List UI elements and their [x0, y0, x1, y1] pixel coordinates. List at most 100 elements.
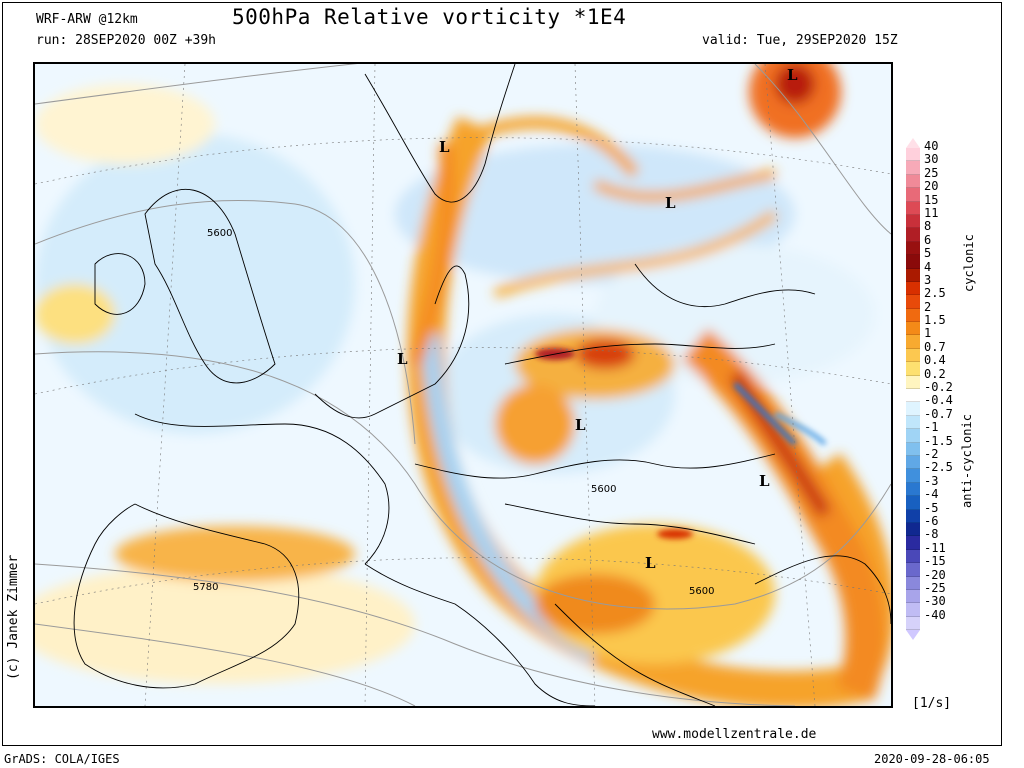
colorbar-tick-label: 8: [924, 219, 932, 234]
colorbar-tick-label: 30: [924, 152, 939, 167]
colorbar-cell: [906, 536, 920, 550]
colorbar-labels: 40 30 25 20 15 11 8 6 5 4 3 2.5 2 1.5 1 0.7 0.4 0.2 -0.2 -0…: [924, 139, 953, 622]
colorbar-tick-label: 0.7: [924, 339, 946, 354]
colorbar-top-arrow: [906, 138, 920, 148]
colorbar-tick-label: -2.5: [924, 460, 953, 475]
figure-frame: [2, 2, 1002, 746]
colorbar-cell: [906, 589, 920, 604]
colorbar-cell: [906, 228, 920, 242]
colorbar: [906, 138, 920, 641]
colorbar-cell: [906, 563, 920, 577]
colorbar-cell: [906, 429, 920, 443]
contour-label: 5600: [689, 586, 714, 597]
colorbar-cell: [906, 549, 920, 564]
valid-time-label: valid: Tue, 29SEP2020 15Z: [702, 33, 898, 48]
colorbar-tick-label: -20: [924, 567, 946, 582]
colorbar-tick-label: -1.5: [924, 433, 953, 448]
colorbar-tick-label: -40: [924, 607, 946, 622]
colorbar-cell: [906, 442, 920, 456]
low-label: L: [645, 554, 656, 572]
colorbar-tick-label: -8: [924, 527, 939, 542]
colorbar-tick-label: 1: [924, 326, 932, 341]
low-pressure-markers: L L L L L L L: [397, 66, 798, 572]
colorbar-tick-label: 4: [924, 259, 932, 274]
colorbar-cell: [906, 214, 920, 229]
colorbar-cell: [906, 415, 920, 430]
render-timestamp: 2020-09-28-06:05: [874, 752, 990, 766]
colorbar-cell: [906, 268, 920, 282]
colorbar-cell: [906, 322, 920, 336]
website-link[interactable]: www.modellzentrale.de: [652, 727, 817, 742]
colorbar-tick-label: 1.5: [924, 313, 946, 328]
colorbar-cell: [906, 335, 920, 349]
colorbar-tick-label: 11: [924, 205, 939, 220]
colorbar-cell: [906, 148, 920, 162]
colorbar-tick-label: 15: [924, 192, 939, 207]
colorbar-tick-label: 25: [924, 165, 939, 180]
colorbar-cell: [906, 389, 920, 403]
colorbar-cell: [906, 348, 920, 363]
colorbar-cell: [906, 469, 920, 483]
colorbar-cell: [906, 603, 920, 617]
colorbar-cell: [906, 509, 920, 523]
colorbar-tick-label: 2: [924, 299, 932, 314]
contour-labels: 5600 5600 5600 5780: [193, 228, 714, 597]
colorbar-cell: [906, 295, 920, 309]
colorbar-tick-label: -11: [924, 540, 946, 555]
vorticity-field: [35, 64, 891, 706]
units-label: [1/s]: [912, 696, 952, 711]
colorbar-cell: [906, 174, 920, 189]
colorbar-tick-label: -15: [924, 554, 946, 569]
low-label: L: [665, 194, 676, 212]
colorbar-tick-label: -25: [924, 580, 946, 595]
contour-label: 5600: [591, 484, 616, 495]
colorbar-cell: [906, 161, 920, 175]
chart-title: 500hPa Relative vorticity *1E4: [232, 5, 627, 29]
colorbar-tick-label: -4: [924, 487, 939, 502]
low-label: L: [439, 138, 450, 156]
colorbar-tick-label: -5: [924, 500, 939, 515]
low-label: L: [787, 66, 798, 84]
colorbar-tick-label: -1: [924, 420, 939, 435]
colorbar-tick-label: -6: [924, 513, 939, 528]
contour-label: 5780: [193, 582, 218, 593]
colorbar-cell: [906, 201, 920, 215]
run-label: run: 28SEP2020 00Z +39h: [36, 33, 217, 48]
low-label: L: [397, 350, 408, 368]
colorbar-cell: [906, 455, 920, 470]
geopotential-contours: [35, 64, 891, 706]
colorbar-cell: [906, 308, 920, 323]
software-credit: GrADS: COLA/IGES: [4, 752, 120, 766]
colorbar-tick-label: 2.5: [924, 286, 946, 301]
colorbar-cell: [906, 362, 920, 376]
colorbar-tick-label: -3: [924, 473, 939, 488]
colorbar-cell: [906, 402, 920, 416]
colorbar-tick-label: -2: [924, 446, 939, 461]
colorbar-tick-label: -30: [924, 594, 946, 609]
low-label: L: [575, 416, 586, 434]
cyclonic-label: cyclonic: [962, 234, 976, 292]
colorbar-cell: [906, 616, 920, 631]
colorbar-cells: [906, 148, 920, 631]
colorbar-cell: [906, 281, 920, 296]
colorbar-cell: [906, 188, 920, 202]
colorbar-cell: [906, 496, 920, 510]
colorbar-tick-label: 3: [924, 272, 932, 287]
colorbar-tick-label: -0.7: [924, 406, 953, 421]
colorbar-cell: [906, 375, 920, 390]
low-label: L: [759, 472, 770, 490]
colorbar-cell: [906, 255, 920, 269]
vorticity-map: L L L L L L L 5600 5600 5600 5780: [33, 62, 893, 708]
colorbar-tick-label: -0.4: [924, 393, 953, 408]
colorbar-tick-label: 20: [924, 179, 939, 194]
colorbar-tick-label: -0.2: [924, 380, 953, 395]
contour-label: 5600: [207, 228, 232, 239]
colorbar-tick-label: 40: [924, 139, 939, 153]
colorbar-tick-label: 0.2: [924, 366, 946, 381]
anticyclonic-label: anti-cyclonic: [960, 414, 974, 508]
colorbar-cell: [906, 241, 920, 256]
colorbar-tick-label: 6: [924, 232, 932, 247]
colorbar-bottom-arrow: [906, 630, 920, 641]
model-label: WRF-ARW @12km: [36, 12, 138, 27]
colorbar-tick-label: 5: [924, 246, 932, 261]
